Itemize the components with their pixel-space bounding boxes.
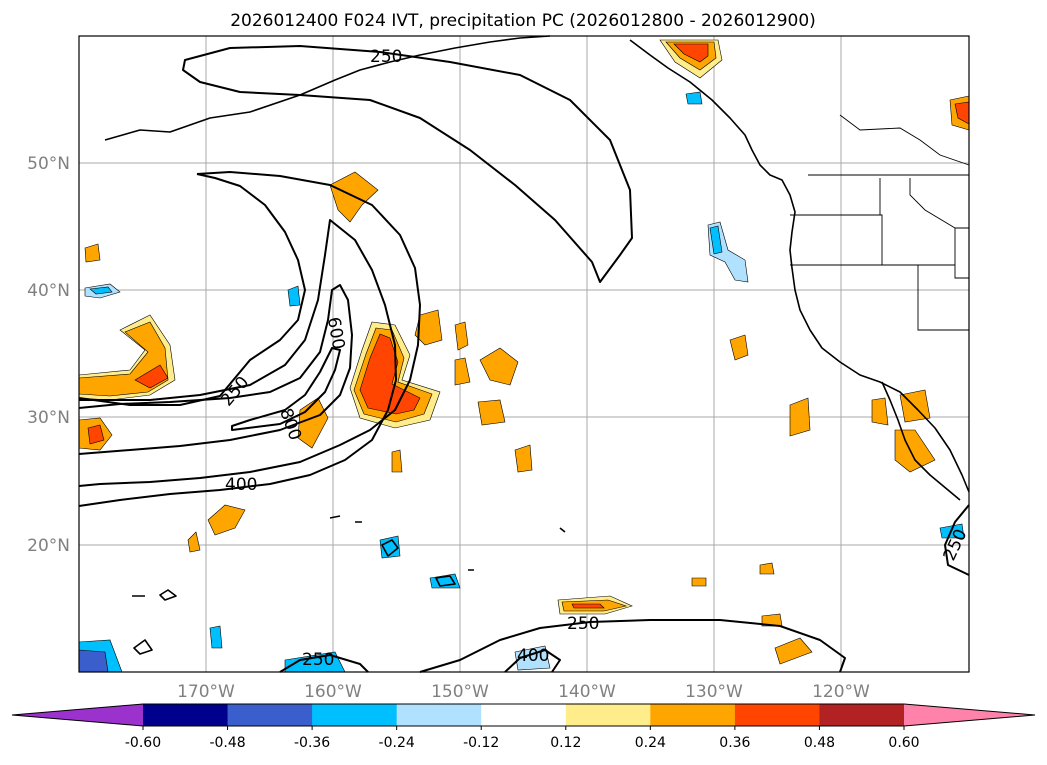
colorbar-tick-label: -0.24 bbox=[379, 735, 415, 751]
figure-title: 2026012400 F024 IVT, precipitation PC (2… bbox=[230, 11, 816, 31]
colorbar-tick-label: 0.36 bbox=[719, 735, 750, 751]
longitude-labels: 170°W 160°W 150°W 140°W 130°W 120°W bbox=[177, 682, 870, 702]
precip-area bbox=[729, 334, 749, 361]
contour-label: 400 bbox=[225, 475, 257, 495]
colorbar-tick-label: 0.12 bbox=[550, 735, 581, 751]
contour-label: 250 bbox=[370, 47, 402, 67]
precip-area bbox=[709, 225, 723, 255]
precip-area bbox=[287, 285, 301, 307]
precip-area bbox=[691, 577, 707, 587]
coastlines bbox=[104, 35, 970, 655]
precip-area bbox=[87, 424, 105, 445]
latitude-labels: 50°N 40°N 30°N 20°N bbox=[27, 154, 70, 556]
precip-area bbox=[134, 364, 169, 389]
colorbar-extend-low bbox=[12, 704, 143, 726]
colorbar-segment bbox=[227, 704, 313, 726]
colorbar-tick-label: 0.60 bbox=[888, 735, 919, 751]
ivt-contour-600 bbox=[78, 284, 353, 455]
precip-area bbox=[871, 397, 889, 426]
colorbar-tick-label: 0.24 bbox=[635, 735, 666, 751]
colorbar-segment bbox=[312, 704, 398, 726]
precip-area bbox=[759, 562, 775, 575]
precip-area bbox=[571, 603, 605, 609]
lat-label: 50°N bbox=[27, 154, 70, 174]
lat-label: 30°N bbox=[27, 408, 70, 428]
ivt-contour-250-west bbox=[78, 171, 421, 487]
coastline-hawaii bbox=[329, 515, 474, 587]
ivt-contour-250-north bbox=[182, 45, 633, 283]
colorbar-segment bbox=[650, 704, 736, 726]
precip-area bbox=[454, 357, 471, 386]
lon-label: 140°W bbox=[558, 682, 616, 702]
precip-area bbox=[685, 91, 703, 105]
precip-area bbox=[187, 531, 201, 553]
colorbar-segment bbox=[481, 704, 567, 726]
ivt-contours bbox=[78, 45, 970, 673]
precip-area bbox=[391, 449, 403, 473]
precip-area bbox=[89, 286, 113, 295]
precip-area bbox=[78, 649, 109, 673]
precip-area bbox=[514, 444, 533, 473]
coastline-north-america bbox=[629, 39, 970, 493]
colorbar-segment bbox=[143, 704, 229, 726]
ivt-contour-250-west-inner bbox=[78, 173, 306, 406]
ivt-contour-250-south bbox=[419, 619, 846, 673]
lon-label: 170°W bbox=[177, 682, 235, 702]
political-borders bbox=[790, 114, 970, 331]
precip-area bbox=[477, 399, 506, 426]
colorbar: -0.60 -0.48 -0.36 -0.24 -0.12 0.12 0.24 0.36 0.4… bbox=[11, 703, 1036, 751]
precip-area bbox=[673, 43, 709, 63]
border-state bbox=[879, 178, 956, 229]
lon-label: 120°W bbox=[812, 682, 870, 702]
colorbar-tick-label: -0.36 bbox=[294, 735, 330, 751]
ivt-contour-800 bbox=[231, 347, 341, 431]
colorbar-tick-label: -0.60 bbox=[125, 735, 161, 751]
precip-area bbox=[207, 504, 246, 536]
ivt-contour-400-south bbox=[504, 649, 561, 673]
lon-label: 150°W bbox=[431, 682, 489, 702]
lon-label: 160°W bbox=[304, 682, 362, 702]
precip-area bbox=[379, 535, 401, 559]
colorbar-segment bbox=[396, 704, 482, 726]
precip-area bbox=[84, 243, 101, 263]
precip-area bbox=[479, 347, 519, 386]
precip-area bbox=[209, 625, 223, 649]
precip-area bbox=[454, 321, 469, 351]
precip-area bbox=[789, 397, 811, 437]
border-state bbox=[790, 214, 883, 266]
map-frame bbox=[78, 35, 970, 673]
ivt-contour-400 bbox=[78, 219, 397, 507]
contour-label: 250 bbox=[567, 614, 599, 634]
colorbar-tick-label: -0.48 bbox=[209, 735, 245, 751]
map-panel: 250 250 600 800 400 250 400 250 250 bbox=[78, 35, 972, 673]
map-background bbox=[79, 36, 969, 672]
colorbar-segment bbox=[819, 704, 905, 726]
lat-label: 40°N bbox=[27, 281, 70, 301]
precip-area bbox=[774, 637, 813, 665]
colorbar-segment bbox=[734, 704, 820, 726]
contour-label: 250 bbox=[302, 650, 334, 670]
colorbar-tick-label: -0.12 bbox=[463, 735, 499, 751]
coastline-baja bbox=[881, 381, 961, 501]
ivt-contour-250-east bbox=[944, 504, 970, 576]
precip-area bbox=[414, 309, 443, 346]
ivt-contour-250-southwest bbox=[279, 654, 369, 673]
colorbar-tick-label: 0.48 bbox=[804, 735, 835, 751]
coastline-small-islands bbox=[132, 527, 566, 655]
gridlines bbox=[79, 36, 969, 672]
contour-label: 400 bbox=[517, 646, 549, 666]
lon-label: 130°W bbox=[685, 682, 743, 702]
border-canada bbox=[839, 114, 970, 166]
lat-label: 20°N bbox=[27, 536, 70, 556]
coastline-aleutians bbox=[104, 35, 551, 141]
colorbar-segment bbox=[565, 704, 651, 726]
colorbar-extend-high bbox=[904, 704, 1035, 726]
